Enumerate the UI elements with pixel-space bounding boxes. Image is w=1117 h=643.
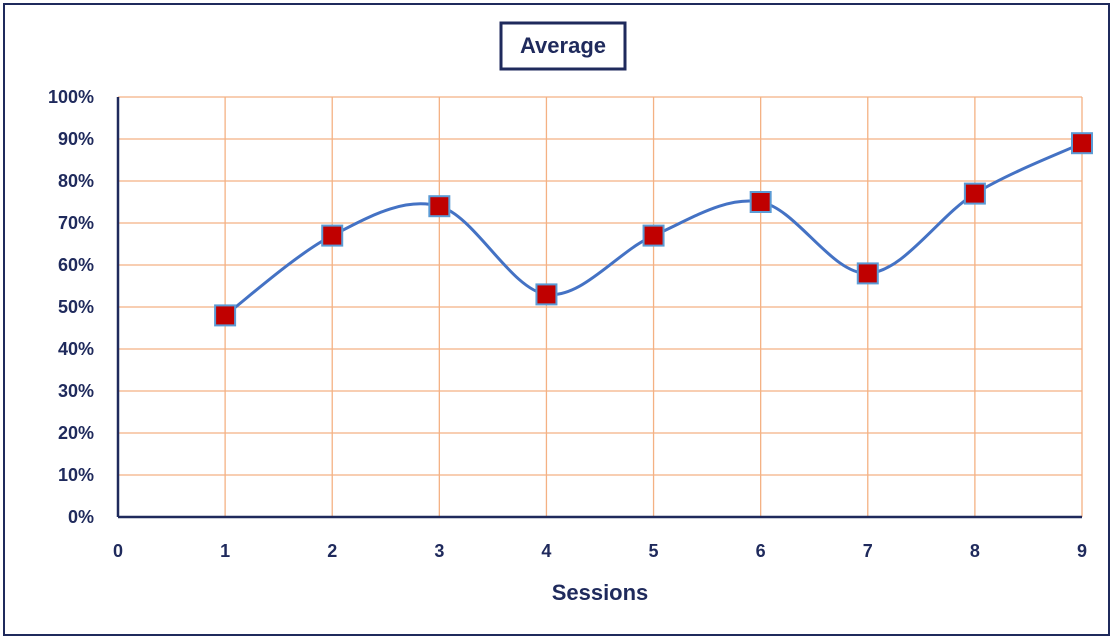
y-tick-label: 90% (58, 129, 94, 149)
data-point-marker (749, 191, 772, 213)
y-tick-label: 70% (58, 213, 94, 233)
data-point-marker (321, 224, 344, 247)
data-point-marker (642, 224, 665, 247)
x-tick-label: 2 (327, 541, 337, 561)
y-tick-label: 30% (58, 381, 94, 401)
axes (116, 97, 1082, 519)
chart-frame (3, 3, 1110, 636)
y-tick-label: 0% (68, 507, 94, 527)
x-axis-title: Sessions (552, 580, 649, 605)
x-tick-label: 1 (220, 541, 230, 561)
series (214, 132, 1093, 327)
y-tick-label: 80% (58, 171, 94, 191)
chart-title-box (499, 21, 627, 71)
data-point-marker (856, 262, 879, 285)
y-tick-label: 100% (48, 87, 94, 107)
x-tick-label: 9 (1077, 541, 1087, 561)
y-tick-label: 50% (58, 297, 94, 317)
y-tick-label: 60% (58, 255, 94, 275)
x-tick-label: 6 (756, 541, 766, 561)
data-point-marker (214, 304, 237, 327)
x-tick-label: 0 (113, 541, 123, 561)
data-point-marker (963, 182, 986, 205)
grid (118, 96, 1083, 517)
x-tick-label: 8 (970, 541, 980, 561)
y-tick-label: 10% (58, 465, 94, 485)
y-tick-labels: 0% 10% 20% 30% 40% 50% 60% 70% 80% 90% 100% (48, 87, 94, 527)
chart-title: Average (520, 33, 606, 58)
x-tick-label: 4 (541, 541, 551, 561)
data-point-marker (535, 283, 558, 306)
data-point-marker (1071, 132, 1093, 155)
x-tick-labels: 0 1 2 3 4 5 6 7 8 9 (113, 541, 1087, 561)
y-tick-label: 20% (58, 423, 94, 443)
data-point-marker (428, 195, 451, 218)
x-tick-label: 3 (434, 541, 444, 561)
title-box: Average (499, 21, 627, 71)
x-tick-label: 5 (649, 541, 659, 561)
y-tick-label: 40% (58, 339, 94, 359)
x-tick-label: 7 (863, 541, 873, 561)
